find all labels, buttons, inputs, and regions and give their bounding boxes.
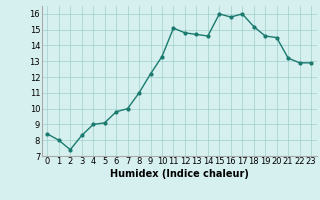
X-axis label: Humidex (Indice chaleur): Humidex (Indice chaleur) (110, 169, 249, 179)
